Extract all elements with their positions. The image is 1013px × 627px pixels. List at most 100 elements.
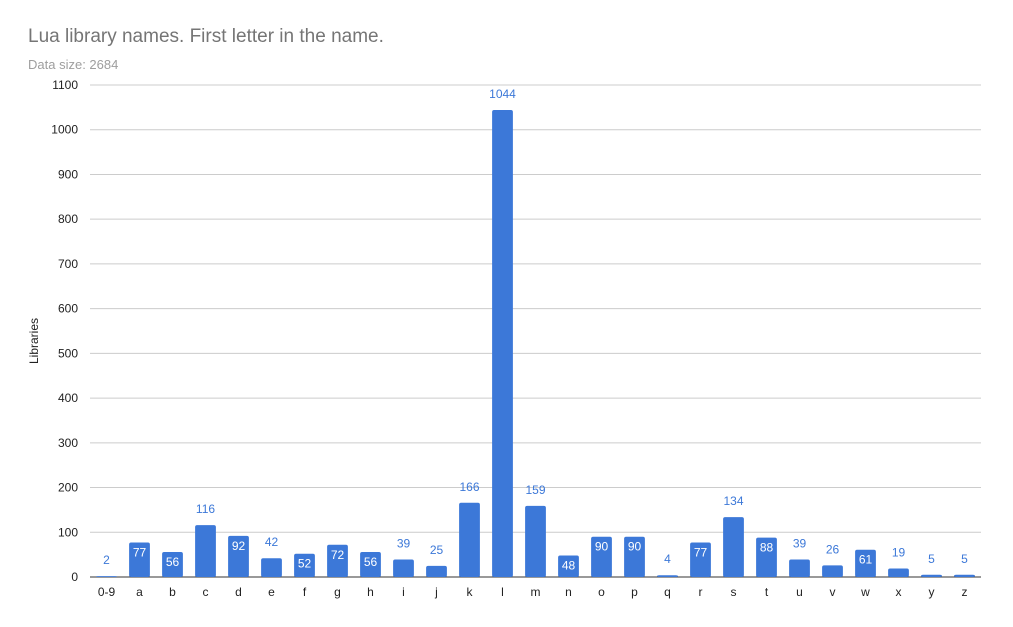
bar-n [558, 555, 579, 577]
data-label: 88 [760, 541, 774, 555]
bar-0-9 [96, 576, 117, 577]
data-label: 77 [133, 546, 147, 560]
data-label: 39 [397, 537, 411, 551]
data-label: 134 [723, 494, 743, 508]
data-label: 77 [694, 546, 708, 560]
y-tick-label: 1000 [51, 123, 78, 137]
x-tick-label: k [467, 585, 474, 599]
data-label: 39 [793, 537, 807, 551]
bar-i [393, 559, 414, 577]
y-tick-label: 200 [58, 481, 78, 495]
x-tick-label: q [664, 585, 671, 599]
data-label: 5 [928, 552, 935, 566]
data-label: 1044 [489, 87, 516, 101]
data-label: 2 [103, 553, 110, 567]
x-tick-label: b [169, 585, 176, 599]
x-tick-label: w [860, 585, 870, 599]
bar-q [657, 575, 678, 577]
x-axis-ticks: 0-9 a b c d e f g h i j k l m n o p q r s t u v w x y z [98, 585, 968, 599]
x-tick-label: i [402, 585, 405, 599]
bar-e [261, 558, 282, 577]
x-tick-label: t [765, 585, 769, 599]
bar-o [591, 536, 612, 577]
bar-x [888, 568, 909, 577]
x-tick-label: r [699, 585, 703, 599]
bar-a [129, 542, 150, 577]
y-axis-ticks: 0 100 200 300 400 500 600 700 800 900 1000 1100 [51, 78, 78, 584]
bar-c [195, 525, 216, 577]
x-tick-label: y [929, 585, 935, 599]
bar-h [360, 551, 381, 577]
data-label: 92 [232, 539, 246, 553]
y-tick-label: 600 [58, 302, 78, 316]
data-label: 42 [265, 535, 279, 549]
data-label: 26 [826, 542, 840, 556]
y-tick-label: 1100 [52, 78, 78, 92]
bar-l [492, 110, 513, 577]
y-tick-label: 100 [58, 525, 78, 539]
y-tick-label: 0 [71, 570, 78, 584]
data-label: 116 [196, 502, 215, 516]
data-label: 90 [595, 540, 609, 554]
x-tick-label: s [731, 585, 737, 599]
data-label: 56 [364, 555, 378, 569]
data-label: 5 [961, 552, 968, 566]
x-tick-label: v [830, 585, 836, 599]
x-tick-label: n [565, 585, 572, 599]
x-tick-label: g [334, 585, 341, 599]
data-label: 166 [459, 480, 479, 494]
data-label: 25 [430, 543, 444, 557]
bars [96, 110, 975, 577]
chart-title: Lua library names. First letter in the n… [28, 26, 384, 47]
data-label: 61 [859, 553, 873, 567]
bar-b [162, 551, 183, 577]
bar-v [822, 565, 843, 577]
bar-w [855, 549, 876, 577]
bar-z [954, 574, 975, 577]
data-label: 19 [892, 546, 906, 560]
x-tick-label: h [367, 585, 374, 599]
data-label: 52 [298, 557, 312, 571]
x-tick-label: d [235, 585, 242, 599]
bar-p [624, 536, 645, 577]
data-label: 4 [664, 552, 671, 566]
gridlines [90, 84, 981, 578]
x-tick-label: l [501, 585, 504, 599]
bar-d [228, 535, 249, 577]
bar-u [789, 559, 810, 577]
bar-t [756, 537, 777, 577]
x-tick-label: m [531, 585, 541, 599]
bar-y [921, 574, 942, 577]
x-tick-label: c [203, 585, 209, 599]
x-tick-label: z [962, 585, 968, 599]
x-tick-label: x [896, 585, 902, 599]
y-tick-label: 700 [58, 257, 78, 271]
y-tick-label: 900 [58, 167, 78, 181]
x-tick-label: f [303, 585, 307, 599]
y-tick-label: 300 [58, 436, 78, 450]
x-tick-label: 0-9 [98, 585, 116, 599]
bar-k [459, 502, 480, 577]
y-axis-label: Libraries [27, 318, 41, 364]
data-label: 159 [525, 483, 545, 497]
y-tick-label: 800 [58, 212, 78, 226]
bar-j [426, 565, 447, 577]
bar-g [327, 544, 348, 577]
bar-s [723, 517, 744, 577]
x-tick-label: a [136, 585, 143, 599]
chart-subtitle: Data size: 2684 [28, 57, 119, 72]
bar-r [690, 542, 711, 577]
x-tick-label: j [434, 585, 438, 599]
bar-m [525, 505, 546, 577]
data-label: 72 [331, 548, 345, 562]
data-label: 48 [562, 559, 576, 573]
y-tick-label: 500 [58, 346, 78, 360]
x-tick-label: p [631, 585, 638, 599]
data-label: 56 [166, 555, 180, 569]
y-tick-label: 400 [58, 391, 78, 405]
x-tick-label: o [598, 585, 605, 599]
x-tick-label: u [796, 585, 803, 599]
data-labels: 2 77 56 116 92 42 52 72 56 39 25 166 1044 159 48 90 90 4 7… [103, 87, 968, 572]
data-label: 90 [628, 540, 642, 554]
